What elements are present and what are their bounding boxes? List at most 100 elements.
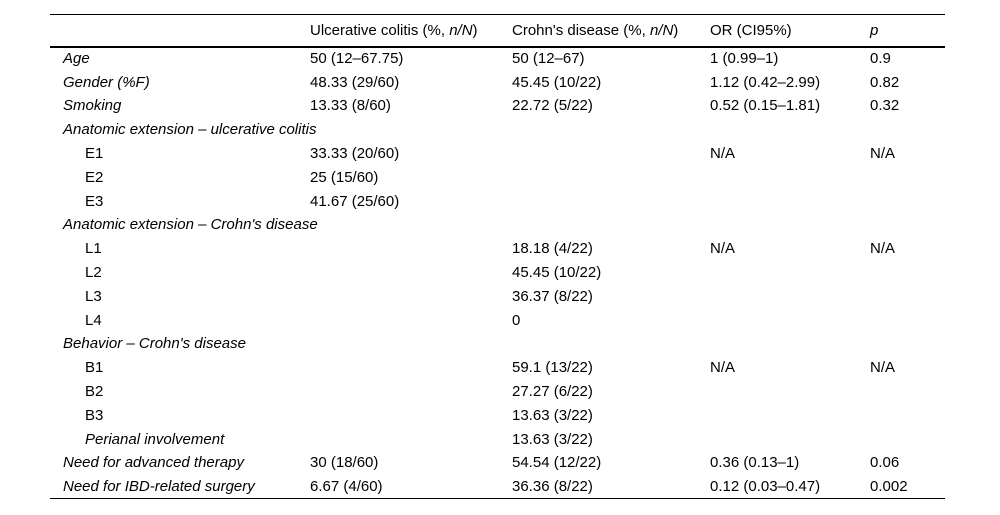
cell-p: 0.002	[870, 477, 908, 495]
header-text: )	[673, 21, 679, 39]
cell-or: 0.52 (0.15–1.81)	[710, 97, 821, 115]
table-row: Age 50 (12–67.75) 50 (12–67) 1 (0.99–1) …	[50, 47, 945, 71]
cell-p	[870, 308, 945, 332]
row-label: E1	[85, 145, 104, 163]
cell-cd: 59.1 (13/22)	[512, 359, 593, 377]
row-label: Perianal involvement	[85, 430, 225, 448]
row-label: L1	[85, 240, 102, 258]
cell-cd: 0	[512, 311, 521, 329]
col-header-crohns-disease: Crohn's disease (%, n/N)	[512, 14, 710, 48]
cell-uc: 25 (15/60)	[310, 168, 379, 186]
cell-uc	[310, 237, 512, 261]
cell-p	[870, 189, 945, 213]
cell-cd: 54.54 (12/22)	[512, 454, 602, 472]
cell-cd: 36.37 (8/22)	[512, 287, 593, 305]
table-row: E1 33.33 (20/60) N/A N/A	[50, 142, 945, 166]
cell-p: 0.06	[870, 454, 900, 472]
cell-uc	[310, 403, 512, 427]
cell-uc: 13.33 (8/60)	[310, 97, 391, 115]
table-row: Perianal involvement 13.63 (3/22)	[50, 427, 945, 451]
cell-or	[710, 261, 870, 285]
row-label: E2	[85, 168, 104, 186]
cell-cd: 13.63 (3/22)	[512, 406, 593, 424]
cell-or: 1.12 (0.42–2.99)	[710, 73, 821, 91]
cell-uc: 50 (12–67.75)	[310, 50, 404, 68]
cell-or: 0.36 (0.13–1)	[710, 454, 800, 472]
table-row: E3 41.67 (25/60)	[50, 189, 945, 213]
row-label: E3	[85, 192, 104, 210]
cell-cd	[512, 165, 710, 189]
col-header-p: p	[870, 14, 945, 48]
cell-cd	[512, 189, 710, 213]
header-text: )	[472, 21, 478, 39]
cell-or: 1 (0.99–1)	[710, 50, 779, 68]
cell-p	[870, 403, 945, 427]
row-label: Age	[63, 50, 90, 68]
section-label: Anatomic extension – Crohn's disease	[63, 216, 318, 234]
header-text-italic: n/N	[649, 21, 674, 39]
cell-uc	[310, 427, 512, 451]
table-row: Gender (%F) 48.33 (29/60) 45.45 (10/22) …	[50, 70, 945, 94]
table-row: L4 0	[50, 308, 945, 332]
cell-p	[870, 165, 945, 189]
cell-or: 0.12 (0.03–0.47)	[710, 477, 821, 495]
col-header-ulcerative-colitis: Ulcerative colitis (%, n/N)	[310, 14, 512, 48]
cell-or: N/A	[710, 359, 736, 377]
cell-or	[710, 189, 870, 213]
cell-uc: 41.67 (25/60)	[310, 192, 400, 210]
header-text: Ulcerative colitis (%,	[310, 21, 450, 39]
row-label: B1	[85, 359, 104, 377]
row-label: L4	[85, 311, 102, 329]
cell-uc	[310, 284, 512, 308]
row-label: Smoking	[63, 97, 122, 115]
cell-or	[710, 308, 870, 332]
section-label: Behavior – Crohn's disease	[63, 335, 246, 353]
header-row: Ulcerative colitis (%, n/N) Crohn's dise…	[50, 14, 945, 48]
cell-cd: 45.45 (10/22)	[512, 264, 602, 282]
table-row: Need for advanced therapy 30 (18/60) 54.…	[50, 451, 945, 475]
row-label: Gender (%F)	[63, 73, 150, 91]
cell-cd: 36.36 (8/22)	[512, 477, 593, 495]
cell-p	[870, 427, 945, 451]
cell-uc	[310, 356, 512, 380]
cell-uc: 30 (18/60)	[310, 454, 379, 472]
row-label: B2	[85, 383, 104, 401]
cell-uc	[310, 308, 512, 332]
row-label: Need for advanced therapy	[63, 454, 244, 472]
table-row: Need for IBD-related surgery 6.67 (4/60)…	[50, 475, 945, 499]
cell-or: N/A	[710, 145, 736, 163]
cell-cd: 45.45 (10/22)	[512, 73, 602, 91]
cell-cd: 50 (12–67)	[512, 50, 585, 68]
header-empty-cell	[50, 14, 310, 48]
cell-or	[710, 165, 870, 189]
cell-cd: 27.27 (6/22)	[512, 383, 593, 401]
row-label: B3	[85, 406, 104, 424]
cell-uc: 33.33 (20/60)	[310, 145, 400, 163]
cell-p	[870, 380, 945, 404]
header-text: Crohn's disease (%,	[512, 21, 650, 39]
cell-uc: 6.67 (4/60)	[310, 477, 383, 495]
table-row: B3 13.63 (3/22)	[50, 403, 945, 427]
cell-p: N/A	[870, 145, 896, 163]
cell-uc: 48.33 (29/60)	[310, 73, 400, 91]
cell-or	[710, 403, 870, 427]
cell-cd	[512, 142, 710, 166]
cell-or	[710, 284, 870, 308]
row-label: Need for IBD-related surgery	[63, 477, 255, 495]
cell-cd: 22.72 (5/22)	[512, 97, 593, 115]
table-row: L1 18.18 (4/22) N/A N/A	[50, 237, 945, 261]
cell-cd: 18.18 (4/22)	[512, 240, 593, 258]
section-row: Anatomic extension – ulcerative colitis	[50, 118, 945, 142]
cell-or: N/A	[710, 240, 736, 258]
header-text-italic: n/N	[449, 21, 473, 39]
cell-p: N/A	[870, 359, 896, 377]
cell-uc	[310, 261, 512, 285]
table-row: L3 36.37 (8/22)	[50, 284, 945, 308]
table-row: E2 25 (15/60)	[50, 165, 945, 189]
cell-p: 0.9	[870, 50, 891, 68]
col-header-or: OR (CI95%)	[710, 14, 870, 48]
table-row: Smoking 13.33 (8/60) 22.72 (5/22) 0.52 (…	[50, 94, 945, 118]
row-label: L3	[85, 287, 102, 305]
cell-p: N/A	[870, 240, 896, 258]
cell-p: 0.82	[870, 73, 900, 91]
